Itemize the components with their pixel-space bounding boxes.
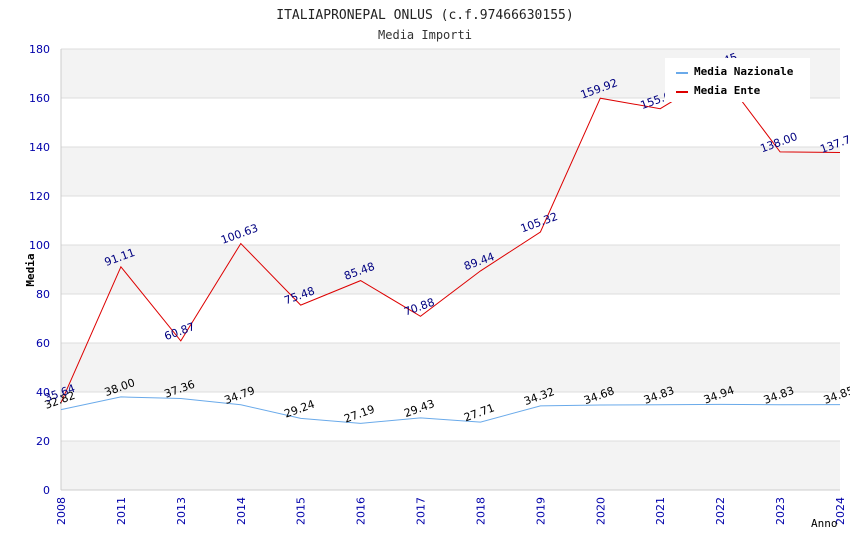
y-axis-label: Media <box>24 253 37 286</box>
y-tick-label: 60 <box>36 337 50 350</box>
x-tick-label: 2013 <box>175 497 188 525</box>
y-tick-label: 100 <box>29 239 50 252</box>
legend-box <box>665 58 810 102</box>
grid-band <box>61 147 840 196</box>
series-line-media-nazionale <box>60 396 841 424</box>
x-tick-label: 2015 <box>295 497 308 525</box>
x-tick-label: 2021 <box>654 497 667 525</box>
y-tick-label: 120 <box>29 190 50 203</box>
chart-title: ITALIAPRONEPAL ONLUS (c.f.97466630155) <box>276 8 573 23</box>
x-axis-label: Anno <box>811 517 838 530</box>
legend: Media Nazionale Media Ente <box>665 58 810 102</box>
grid-band <box>61 245 840 294</box>
x-tick-label: 2008 <box>55 497 68 525</box>
grid-band <box>61 441 840 490</box>
x-tick-label: 2014 <box>235 497 248 525</box>
grid-band <box>61 343 840 392</box>
x-tick-label: 2020 <box>594 497 607 525</box>
x-tick-label: 2011 <box>115 497 128 525</box>
x-tick-label: 2017 <box>415 497 428 525</box>
legend-label-media-ente: Media Ente <box>694 84 761 97</box>
x-tick-label: 2022 <box>714 497 727 525</box>
y-tick-label: 180 <box>29 43 50 56</box>
y-tick-label: 140 <box>29 141 50 154</box>
y-tick-label: 0 <box>43 484 50 497</box>
legend-label-media-nazionale: Media Nazionale <box>694 65 794 78</box>
chart-subtitle: Media Importi <box>378 28 472 42</box>
y-tick-label: 160 <box>29 92 50 105</box>
x-tick-label: 2016 <box>355 497 368 525</box>
x-tick-label: 2018 <box>474 497 487 525</box>
y-tick-label: 80 <box>36 288 50 301</box>
y-tick-label: 40 <box>36 386 50 399</box>
x-tick-label: 2019 <box>534 497 547 525</box>
x-tick-label: 2023 <box>774 497 787 525</box>
y-tick-label: 20 <box>36 435 50 448</box>
x-tick-label: 2024 <box>834 497 847 525</box>
